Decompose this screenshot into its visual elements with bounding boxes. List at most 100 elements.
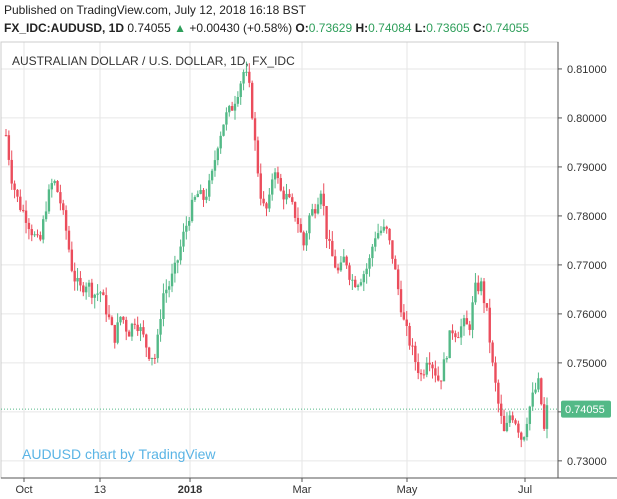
candle-body: [190, 199, 194, 221]
candle-body: [10, 159, 13, 184]
candle-body: [528, 406, 532, 424]
candle-body: [285, 193, 288, 200]
candle-body: [271, 179, 274, 195]
candle-body: [351, 279, 354, 281]
candle-body: [531, 392, 534, 407]
candle-body: [187, 220, 191, 226]
y-tick-label: 0.81000: [567, 64, 607, 76]
candle-body: [471, 302, 474, 330]
candle-body: [202, 190, 205, 200]
candle-body: [225, 112, 228, 125]
candle-body: [500, 403, 503, 416]
candle-body: [107, 314, 111, 318]
candle-body: [391, 240, 394, 259]
low-label: L:: [414, 21, 427, 35]
candle-body: [222, 124, 225, 136]
x-axis: Oct 13 2018 Mar May Jul: [15, 478, 532, 496]
price-tag-box: [561, 400, 611, 418]
candle-body: [419, 373, 423, 375]
candle-body: [250, 82, 254, 119]
candle-body: [265, 203, 268, 209]
candle-body: [299, 224, 303, 233]
candle-body: [502, 415, 506, 432]
candle-body: [133, 323, 137, 325]
candle-body: [465, 318, 469, 325]
candle-body: [87, 282, 91, 287]
x-tick-label: Jul: [518, 484, 532, 496]
candle-body: [368, 258, 371, 269]
candle-body: [288, 193, 291, 198]
candle-body: [508, 415, 511, 423]
candle-body: [36, 234, 39, 236]
candle-body: [139, 327, 142, 332]
candle-body: [93, 294, 96, 298]
candle-body: [145, 334, 148, 348]
candle-body: [122, 316, 125, 320]
candle-body: [322, 193, 325, 206]
candle-body: [42, 219, 45, 240]
candle-body: [316, 204, 320, 214]
y-tick-label: 0.75000: [567, 358, 607, 370]
candle-body: [239, 83, 242, 98]
candle-body: [402, 312, 406, 320]
grid: [1, 42, 558, 478]
y-tick-label: 0.76000: [567, 309, 607, 321]
candle-body: [193, 197, 197, 200]
candle-body: [371, 246, 374, 259]
candle-body: [259, 173, 262, 199]
candle-body: [291, 197, 294, 202]
candle-body: [44, 211, 48, 220]
candle-body: [348, 265, 351, 280]
candle-body: [336, 267, 340, 271]
candle-body: [388, 228, 391, 241]
candle-body: [308, 215, 311, 234]
candle-body: [56, 181, 59, 193]
candle-body: [96, 293, 99, 295]
candle-body: [462, 318, 466, 327]
last-price-tag: 0.74055: [561, 400, 611, 418]
candle-body: [328, 238, 331, 241]
candle-body: [474, 282, 477, 303]
candle-body: [379, 230, 383, 234]
candle-body: [253, 118, 257, 141]
candle-body: [216, 148, 220, 161]
candle-body: [405, 319, 408, 327]
candle-body: [262, 198, 265, 204]
candle-body: [16, 189, 19, 197]
candle-body: [396, 269, 400, 290]
candle-body: [242, 72, 245, 84]
candle-body: [248, 71, 251, 83]
candle-body: [142, 327, 145, 335]
candle-body: [165, 289, 168, 294]
candle-body: [293, 201, 297, 218]
candle-body: [431, 364, 434, 369]
candle-body: [425, 362, 428, 375]
x-tick-label: Mar: [293, 484, 312, 496]
candle-body: [210, 170, 214, 181]
chart-title: AUSTRALIAN DOLLAR / U.S. DOLLAR, 1D, FX_…: [12, 54, 295, 68]
candle-body: [479, 281, 483, 292]
candle-body: [459, 326, 463, 338]
candle-body: [362, 274, 366, 283]
candle-body: [339, 262, 343, 271]
candle-body: [282, 190, 285, 200]
candle-body: [414, 345, 417, 363]
candle-body: [102, 292, 105, 296]
candle-body: [342, 256, 345, 263]
candle-body: [79, 277, 82, 286]
symbol-line: FX_IDC:AUDUSD, 1D 0.74055 ▲ +0.00430 (+0…: [4, 21, 529, 35]
candle-body: [104, 295, 108, 315]
candle-body: [21, 209, 25, 211]
candle-body: [170, 273, 174, 287]
candle-body: [534, 389, 537, 393]
candle-body: [411, 345, 414, 347]
candle-body: [179, 246, 182, 261]
candle-body: [279, 178, 282, 191]
candle-body: [488, 307, 491, 343]
candle-body: [236, 97, 240, 104]
candle-body: [130, 323, 134, 337]
open-value: 0.73629: [308, 21, 353, 35]
candles: [4, 61, 549, 448]
candle-body: [520, 432, 523, 440]
